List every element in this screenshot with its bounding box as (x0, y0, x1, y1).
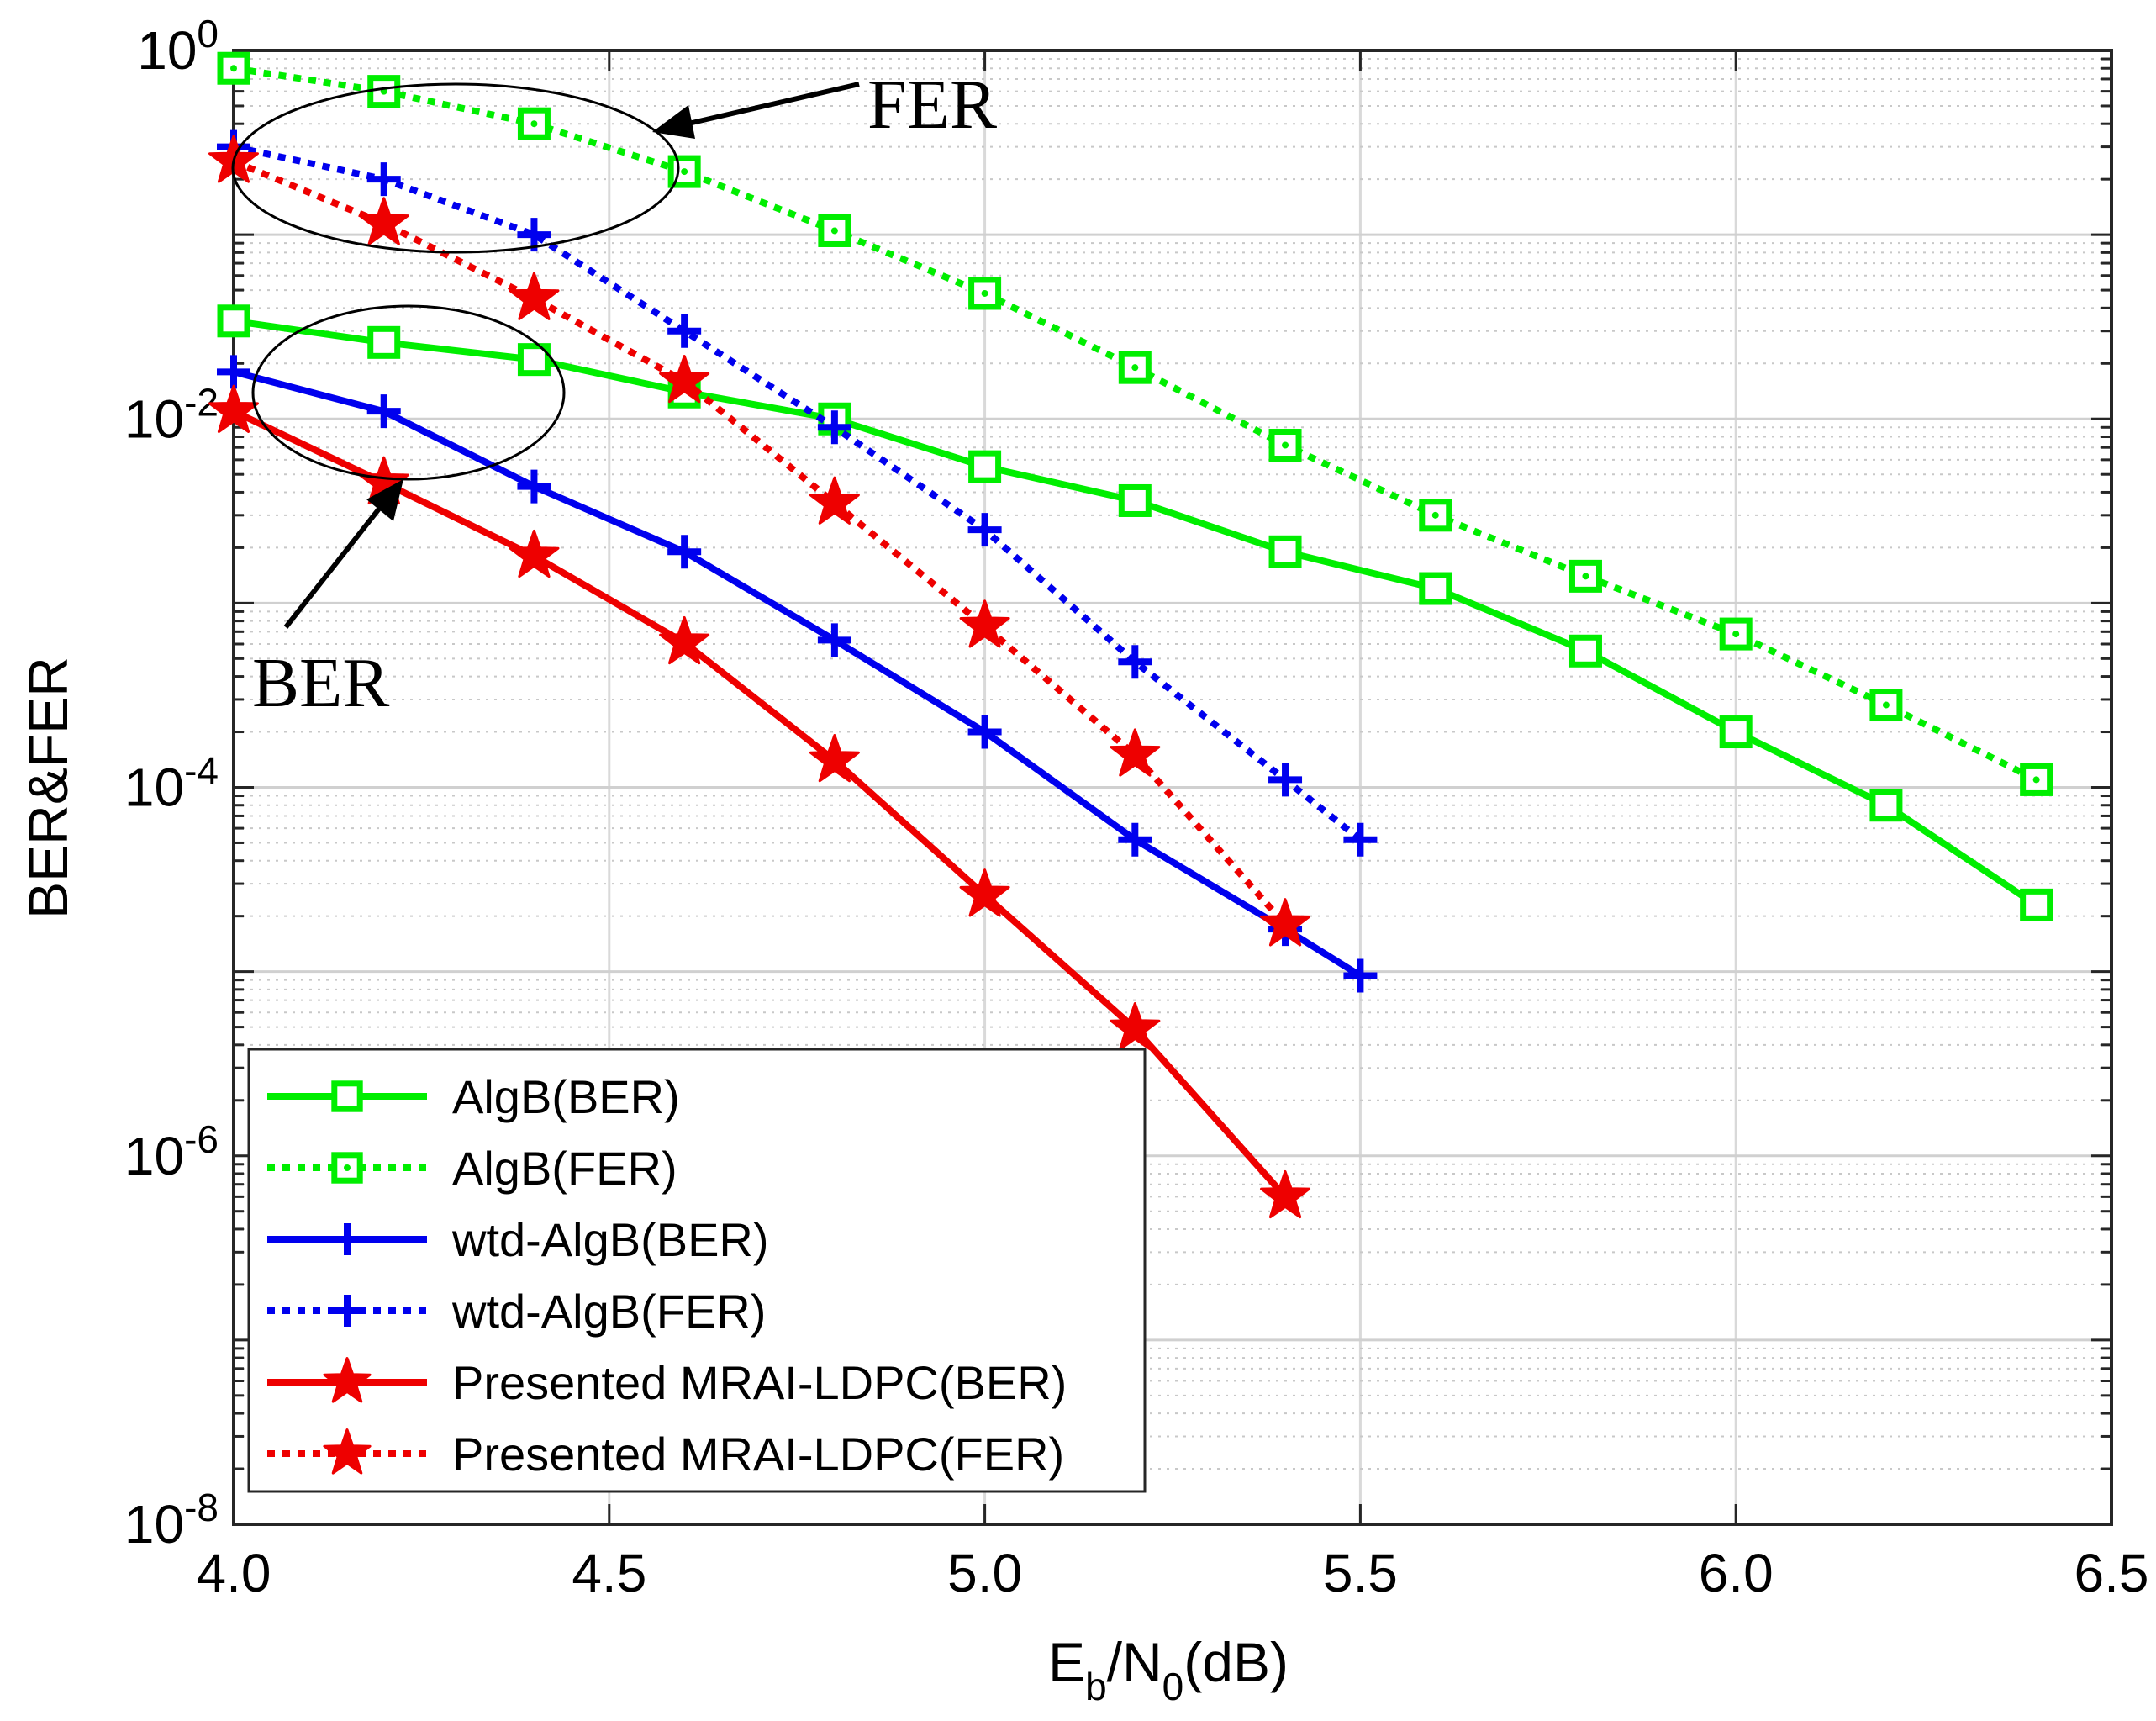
data-point-square-marker (1419, 499, 1452, 532)
ber-annotation: BER (252, 644, 389, 722)
data-point-square-marker (367, 325, 401, 359)
data-point-star-marker (809, 734, 860, 783)
legend-square-dot (344, 1164, 351, 1171)
data-point-square-dot (681, 168, 688, 176)
x-axis-title-n: /N (1107, 1631, 1162, 1693)
data-point-square-dot (230, 65, 237, 72)
data-point-square-marker (1419, 572, 1452, 605)
ber-arrow-head (366, 479, 403, 521)
y-tick-label-exponent: 0 (197, 12, 219, 55)
x-axis-title-sub-b: b (1085, 1665, 1107, 1708)
y-tick-label: 10-6 (124, 1117, 219, 1186)
x-tick-label: 4.5 (572, 1543, 646, 1603)
data-point-square-dot (1282, 441, 1289, 449)
y-tick-label-exponent: -4 (184, 749, 219, 793)
data-point-star-marker (659, 615, 710, 665)
data-point-square-dot (1882, 701, 1890, 709)
legend-label: Presented MRAI-LDPC(BER) (452, 1356, 1067, 1409)
x-axis-title: Eb/N0(dB) (1048, 1631, 1289, 1708)
y-tick-label: 10-8 (124, 1486, 219, 1555)
data-point-star-marker (959, 868, 1010, 917)
legend-label: wtd-AlgB(FER) (451, 1285, 766, 1338)
legend-star-marker (323, 1428, 372, 1475)
data-point-square-marker (2020, 888, 2053, 921)
y-tick-label-exponent: -2 (184, 380, 219, 424)
data-point-square-marker (217, 51, 250, 85)
data-point-square-dot (1582, 573, 1589, 580)
y-tick-label-base: 10 (124, 1494, 184, 1555)
y-tick-label: 10-2 (124, 380, 219, 449)
ber-ellipse (251, 304, 566, 481)
data-point-square-dot (1131, 364, 1139, 372)
y-tick-label-base: 10 (124, 1126, 184, 1186)
data-point-square-dot (1732, 631, 1740, 638)
series-2 (217, 355, 1378, 993)
data-point-star-marker (959, 599, 1010, 648)
x-axis-title-sub-0: 0 (1162, 1665, 1184, 1708)
legend-star-marker (323, 1357, 372, 1403)
data-point-star-marker (509, 272, 560, 320)
legend-label: Presented MRAI-LDPC(FER) (452, 1428, 1064, 1481)
data-point-star-marker (809, 476, 860, 525)
legend: AlgB(BER) AlgB(FER) wtd-AlgB(BER) wtd-AlgB(… (247, 1048, 1147, 1493)
data-point-square-dot (530, 120, 538, 128)
y-tick-label-base: 10 (124, 758, 184, 818)
fer-annotation: FER (867, 66, 997, 144)
legend-square-marker (331, 1080, 363, 1112)
data-point-star-marker (1260, 898, 1311, 947)
data-point-star-marker (509, 529, 560, 578)
data-point-star-marker (1260, 1169, 1311, 1219)
data-point-square-dot (981, 289, 988, 297)
x-tick-label: 5.5 (1323, 1543, 1398, 1603)
data-point-square-marker (818, 214, 851, 247)
x-axis-title-unit: (dB) (1183, 1631, 1289, 1693)
data-point-star-marker (1110, 728, 1161, 777)
legend-label: AlgB(FER) (452, 1142, 677, 1195)
legend-label: AlgB(BER) (452, 1070, 680, 1123)
data-point-star-marker (358, 197, 409, 245)
data-point-square-marker (1719, 715, 1753, 749)
x-tick-label: 4.0 (197, 1543, 271, 1603)
fer-arrow-head (652, 105, 695, 139)
data-point-square-marker (968, 450, 1002, 483)
data-point-square-marker (1268, 535, 1302, 568)
data-point-square-marker (1869, 789, 1903, 822)
data-point-square-marker (1118, 483, 1152, 517)
x-tick-labels: 4.0 4.5 5.0 5.5 6.0 6.5 (197, 1543, 2149, 1603)
data-point-square-marker (1568, 559, 1602, 593)
data-point-square-dot (1431, 511, 1439, 519)
legend-label: wtd-AlgB(BER) (451, 1213, 769, 1266)
data-point-star-marker (659, 355, 710, 404)
y-tick-label-base: 10 (124, 388, 184, 449)
legend-box (247, 1048, 1147, 1493)
series-4 (208, 384, 1311, 1219)
series-1 (217, 51, 2053, 796)
fer-ellipse (231, 82, 680, 254)
y-tick-label: 10-4 (124, 749, 219, 818)
y-tick-label-base: 10 (137, 20, 197, 81)
data-point-square-marker (217, 304, 250, 338)
x-tick-label: 5.0 (947, 1543, 1022, 1603)
data-point-square-dot (830, 227, 838, 235)
tick-marks (232, 50, 2113, 1526)
y-tick-label: 100 (137, 12, 219, 81)
y-tick-label-exponent: -6 (184, 1117, 219, 1161)
data-point-star-marker (208, 384, 259, 433)
ber-arrow-line (283, 503, 385, 629)
x-tick-label: 6.0 (1699, 1543, 1774, 1603)
x-tick-label: 6.5 (2074, 1543, 2149, 1603)
x-axis-title-e: E (1048, 1631, 1085, 1693)
series-line (232, 408, 1288, 1200)
data-point-square-marker (1568, 634, 1602, 668)
fer-arrow-line (677, 82, 860, 129)
y-axis-title: BER&FER (17, 657, 79, 919)
data-point-star-marker (1110, 1002, 1161, 1051)
y-tick-label-exponent: -8 (184, 1486, 219, 1529)
data-point-square-dot (2032, 776, 2040, 784)
